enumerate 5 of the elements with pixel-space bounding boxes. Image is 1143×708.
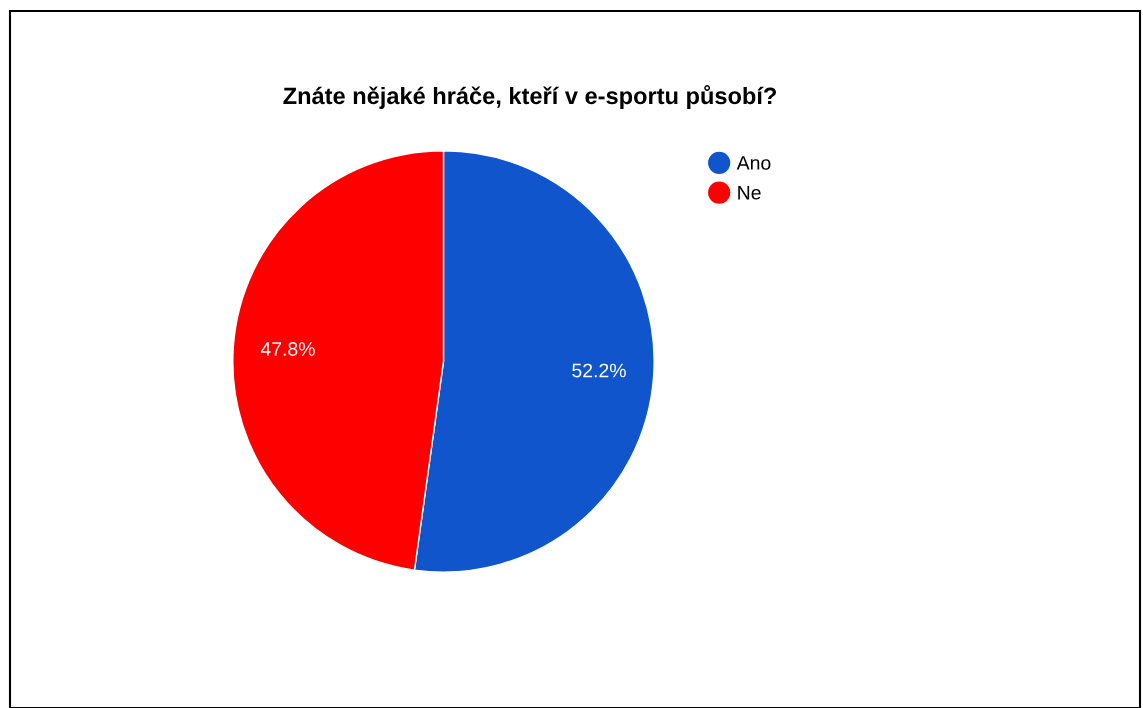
chart-title: Znáte nějaké hráče, kteří v e-sportu působí? — [283, 85, 776, 109]
legend-label: Ano — [736, 156, 771, 170]
data-label: 47.8% — [260, 342, 315, 356]
legend-label: Ne — [738, 186, 761, 200]
data-label: 52.2% — [572, 363, 626, 378]
